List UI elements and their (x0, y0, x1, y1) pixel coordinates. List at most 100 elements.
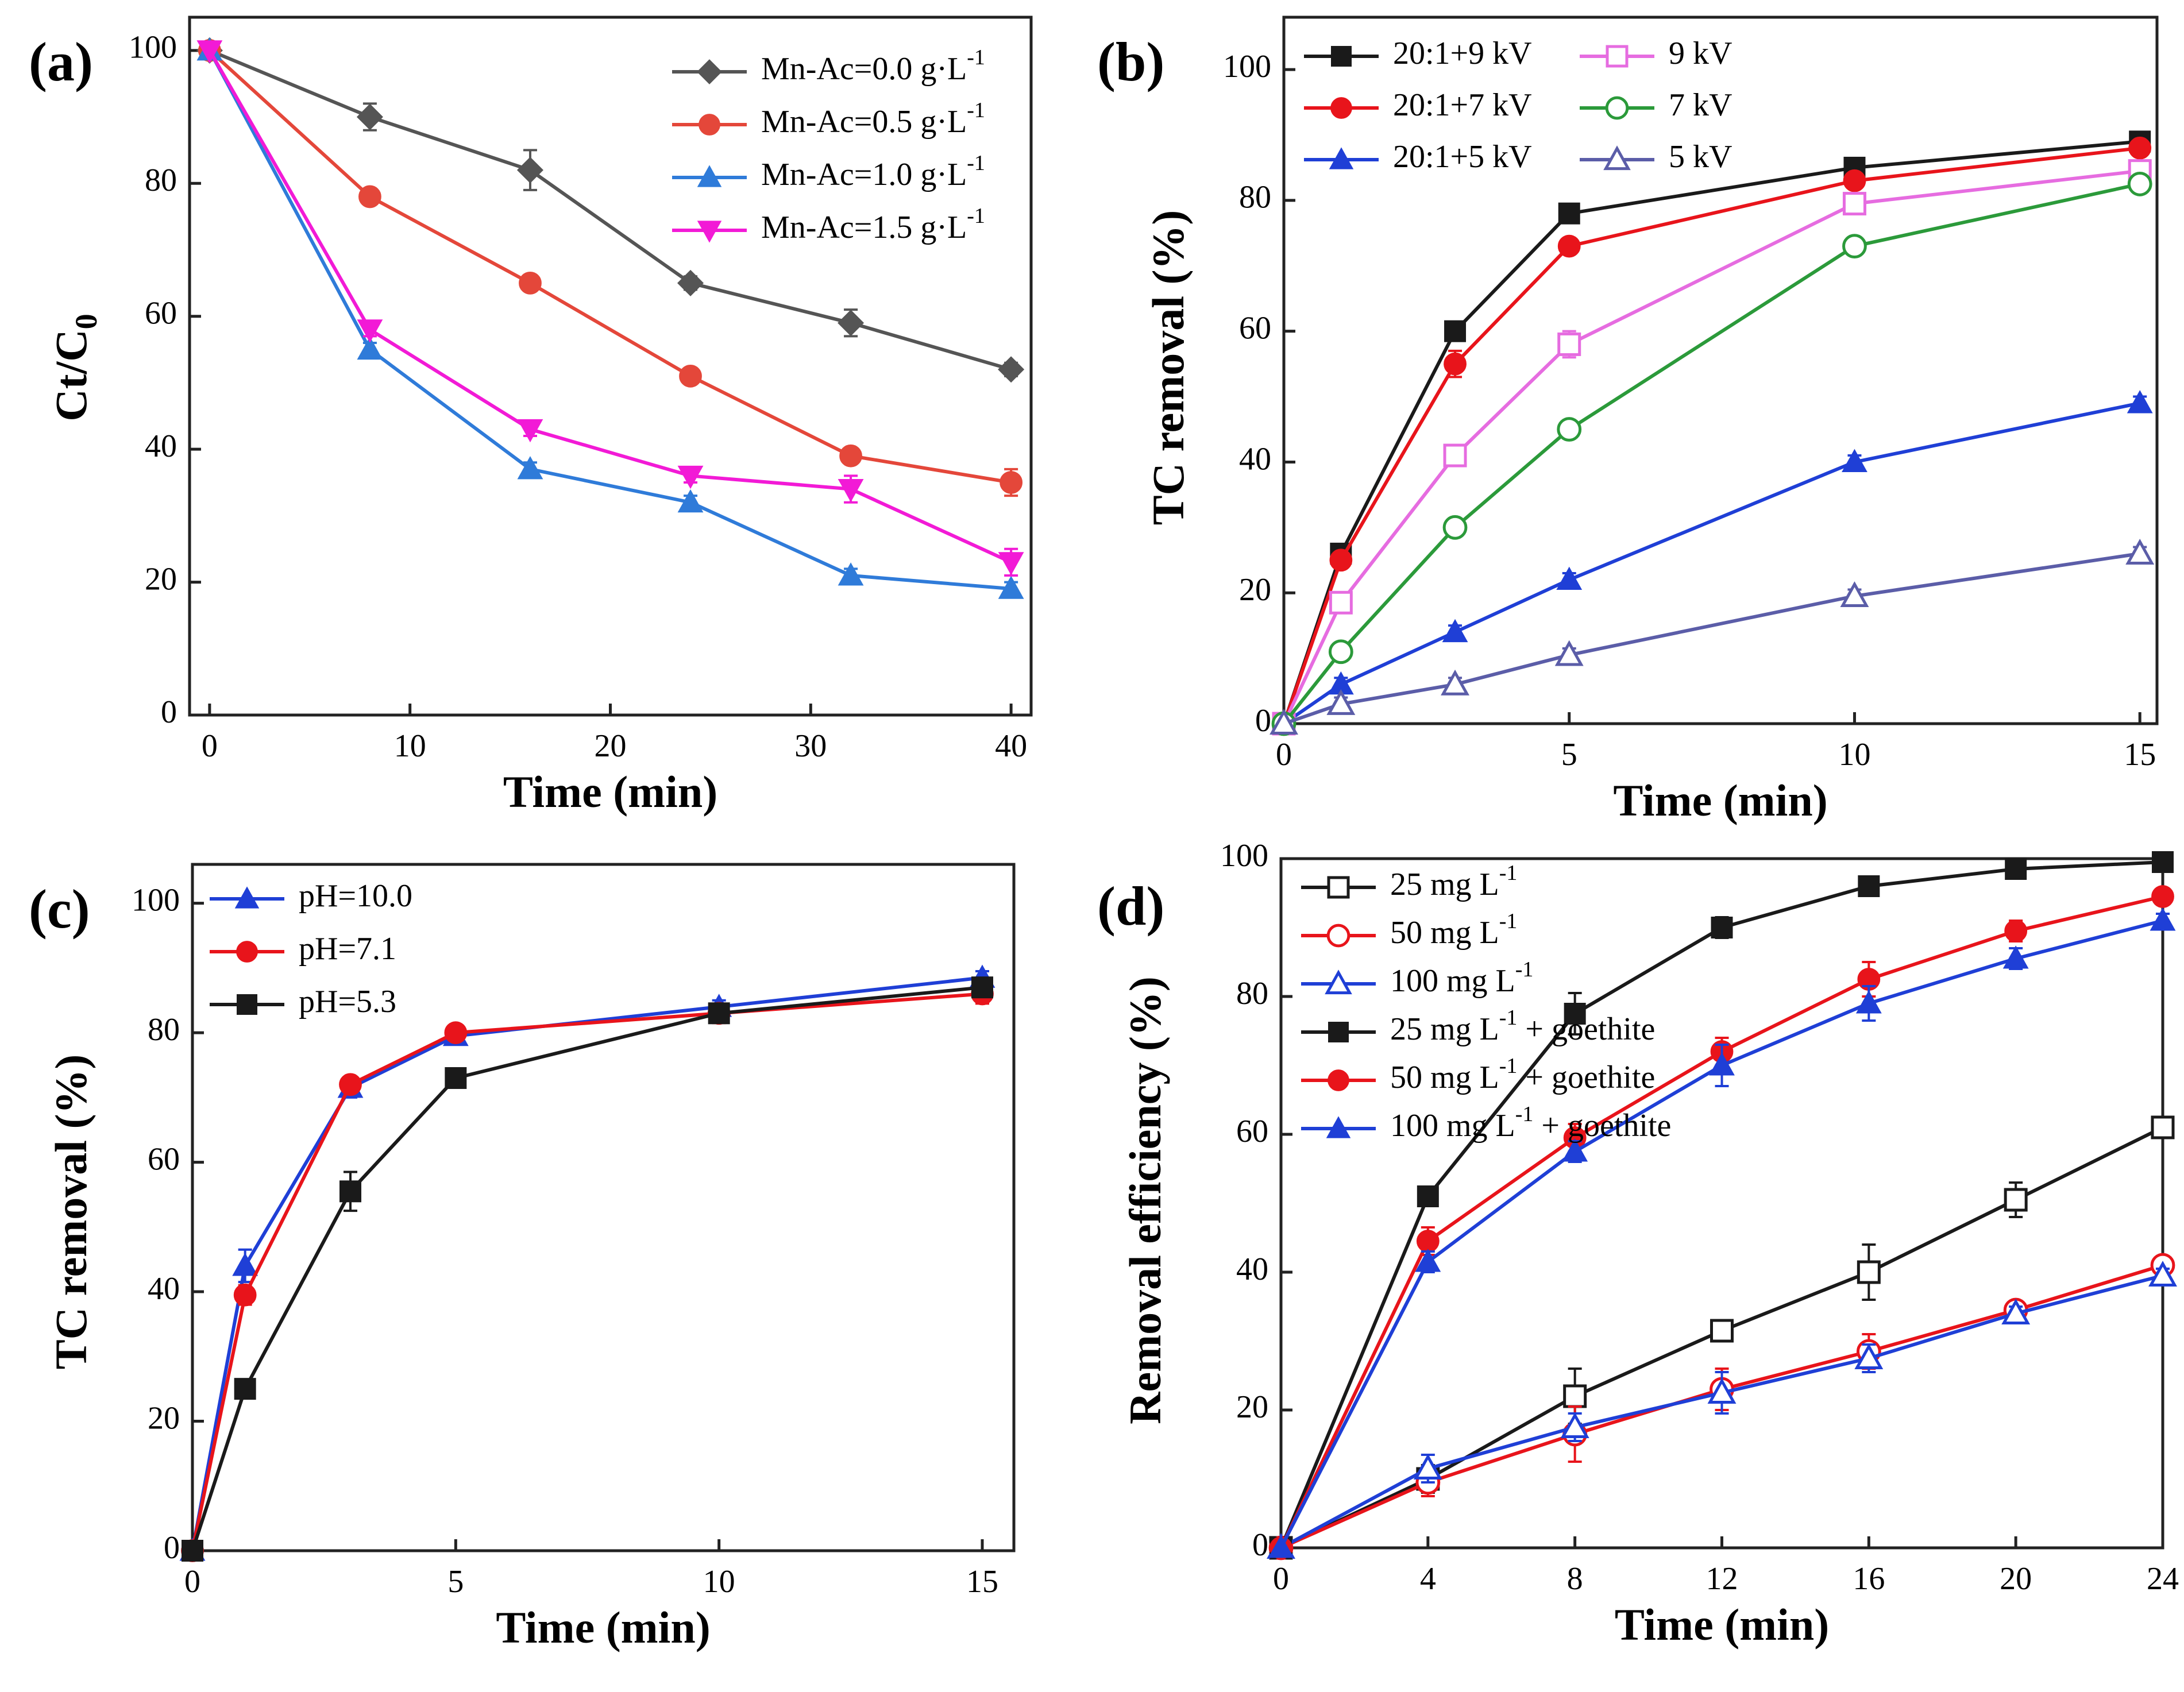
data-point (357, 319, 383, 343)
legend-entry: 100 mg L-1 (1301, 957, 1533, 999)
data-point (1855, 990, 1882, 1014)
x-axis-title: Time (min) (1615, 1600, 1829, 1649)
series-2 (181, 982, 994, 1562)
legend-label: 7 kV (1669, 87, 1732, 123)
series-1 (196, 37, 1025, 383)
legend-entry: 5 kV (1580, 139, 1732, 175)
x-axis-title: Time (min) (1613, 775, 1827, 825)
y-tick-label: 60 (145, 296, 177, 331)
legend-label-superscript: -1 (1515, 957, 1534, 982)
legend-entry: pH=5.3 (210, 984, 396, 1019)
data-point (1709, 1052, 1735, 1076)
data-point (839, 444, 862, 468)
legend-marker (1327, 876, 1350, 899)
legend-entry: 9 kV (1580, 36, 1732, 71)
data-point (677, 489, 704, 513)
x-tick-label: 5 (1561, 737, 1577, 772)
legend-label-tail: + goethite (1533, 1108, 1671, 1144)
data-point (2004, 920, 2028, 942)
y-tick-label: 20 (1239, 572, 1271, 608)
data-point (234, 1378, 256, 1400)
data-point (2128, 136, 2152, 160)
data-point (1329, 548, 1353, 572)
series-line (1282, 182, 2140, 725)
x-tick-label: 0 (1273, 1561, 1289, 1597)
data-point (517, 419, 543, 443)
legend-label-base: 100 mg L (1390, 1108, 1515, 1144)
legend-entry: 50 mg L-1 + goethite (1301, 1054, 1655, 1095)
x-tick-label: 8 (1567, 1561, 1583, 1597)
legend-marker (1330, 97, 1352, 119)
data-point (444, 1021, 468, 1045)
data-point (1442, 515, 1468, 540)
data-point (2005, 858, 2027, 880)
legend-marker (699, 114, 720, 136)
legend-label-superscript: -1 (1499, 1006, 1518, 1030)
chart-panel-4: (d) 0 4 8 12 16 20 24 0 20 40 60 80 100 Time (min) Remo… (1097, 838, 2179, 1649)
legend-marker (1331, 46, 1352, 67)
legend-label-superscript: -1 (1499, 909, 1518, 933)
legend-label-tail: + goethite (1517, 1060, 1655, 1095)
series-line (208, 49, 1012, 564)
legend-label-base: Mn-Ac=1.0 g·L (761, 157, 967, 192)
data-point (2151, 885, 2174, 908)
legend-label-superscript: -1 (967, 98, 985, 122)
series-line (191, 992, 983, 1551)
data-point (708, 1002, 730, 1025)
x-tick-label: 10 (1838, 737, 1870, 772)
series-3 (1271, 390, 2153, 734)
data-point (2148, 1261, 2177, 1287)
data-point (1564, 1003, 1586, 1025)
legend-marker (237, 994, 257, 1015)
legend-label: 50 mg L-1 (1390, 909, 1517, 951)
y-tick-label: 0 (1252, 1527, 1268, 1563)
legend-entry: Mn-Ac=0.0 g·L-1 (672, 45, 985, 87)
legend-entry: Mn-Ac=0.5 g·L-1 (672, 98, 985, 140)
data-point (1444, 320, 1467, 342)
y-tick-label: 100 (1220, 838, 1268, 874)
x-tick-label: 16 (1853, 1561, 1885, 1597)
legend-entry: pH=10.0 (210, 878, 412, 914)
legend-marker (1326, 1116, 1351, 1138)
data-point (1554, 640, 1584, 666)
legend-label: 9 kV (1669, 36, 1732, 71)
x-tick-label: 5 (447, 1564, 464, 1600)
y-tick-label: 60 (1236, 1114, 1268, 1149)
legend-label-superscript: -1 (1499, 1054, 1518, 1078)
y-tick-label: 20 (1236, 1389, 1268, 1425)
series-2 (198, 38, 1023, 497)
data-point (2001, 1299, 2031, 1325)
data-point (1444, 352, 1467, 376)
legend-marker (234, 886, 260, 909)
series-line (1282, 169, 2140, 725)
legend-label-superscript: -1 (967, 45, 985, 69)
y-tick-label: 100 (132, 882, 180, 918)
legend-entry: pH=7.1 (210, 931, 396, 967)
data-point (2152, 851, 2174, 873)
data-point (339, 1180, 361, 1203)
legend-entry: Mn-Ac=1.5 g·L-1 (672, 204, 985, 245)
panel-label: (b) (1097, 31, 1164, 92)
series-5 (1271, 172, 2152, 736)
data-point (1000, 471, 1023, 494)
legend-entry: Mn-Ac=1.0 g·L-1 (672, 151, 985, 192)
x-tick-label: 4 (1420, 1561, 1436, 1597)
series-4 (196, 40, 1024, 577)
panel-label: (c) (29, 878, 90, 940)
legend-marker (1606, 45, 1629, 68)
series-line (209, 49, 1012, 372)
legend-entry: 25 mg L-1 + goethite (1301, 1006, 1655, 1047)
legend-label: pH=10.0 (299, 878, 412, 914)
x-tick-label: 40 (995, 728, 1027, 764)
y-tick-label: 100 (129, 30, 177, 65)
y-axis-title-subscript: 0 (69, 314, 103, 329)
data-point (1842, 449, 1867, 473)
legend-marker (1325, 969, 1352, 995)
y-tick-label: 20 (148, 1400, 180, 1436)
data-point (519, 271, 542, 295)
legend-label-base: 100 mg L (1390, 963, 1515, 999)
legend-entry: 50 mg L-1 (1301, 909, 1517, 951)
legend-label: Mn-Ac=1.5 g·L-1 (761, 204, 985, 245)
x-axis-title: Time (min) (496, 1602, 710, 1652)
series-3 (182, 976, 993, 1562)
